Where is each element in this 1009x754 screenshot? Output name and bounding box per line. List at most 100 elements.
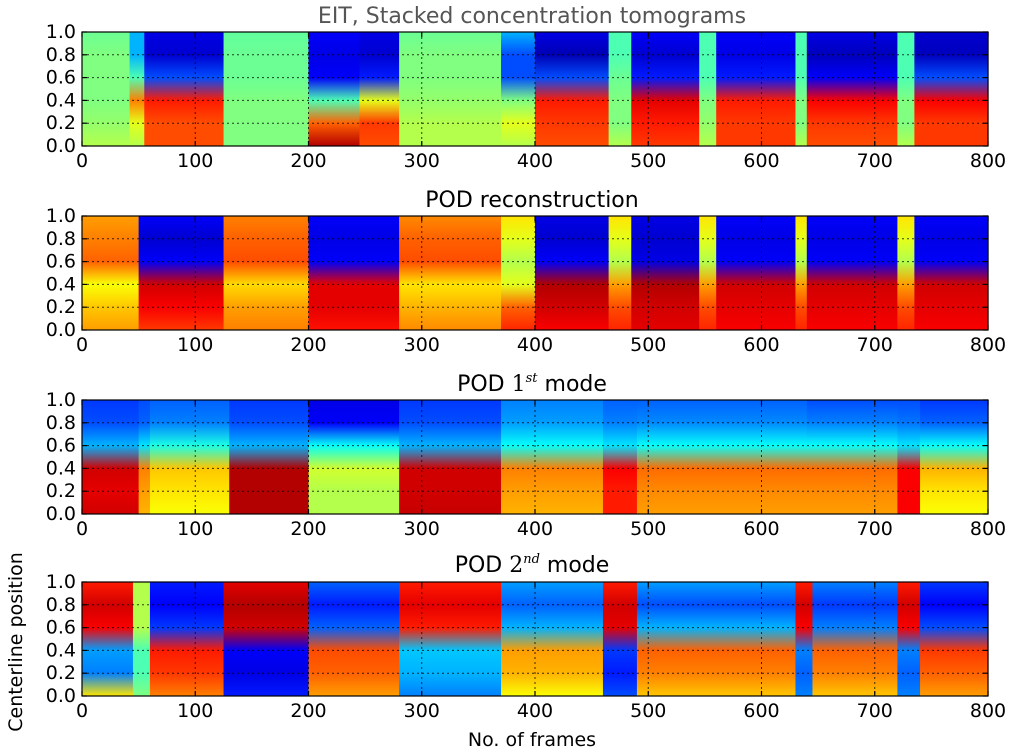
heatmap-column: [914, 216, 989, 330]
heatmap-column: [501, 400, 604, 514]
y-tick-label: 0.2: [46, 480, 76, 502]
axis-ticks: 0 100 200 300 400 500 600 700 800 0.00.20.40.60.8…: [46, 571, 1006, 722]
heatmap-column: [82, 400, 140, 514]
panel-title: POD 2nd mode: [455, 552, 610, 578]
heatmap-column: [82, 32, 131, 146]
heatmap-column: [897, 32, 915, 146]
heatmap-column: [223, 32, 310, 146]
title-math-base: 2: [509, 553, 523, 578]
heatmap-column: [308, 32, 361, 146]
y-tick-label: 0.4: [46, 89, 76, 111]
heatmap-column: [914, 32, 989, 146]
heatmap-column: [636, 400, 808, 514]
heatmap-column: [144, 32, 225, 146]
x-tick-label: 400: [517, 150, 553, 172]
heatmap-image: [82, 400, 989, 514]
axis-ticks: 0 100 200 300 400 500 600 700 800 0.00.20.40.60.8…: [46, 205, 1006, 356]
heatmap-column: [399, 32, 502, 146]
y-tick-label: 0.8: [46, 594, 76, 616]
x-tick-label: 700: [857, 150, 893, 172]
heatmap-column: [897, 400, 921, 514]
heatmap-column: [608, 216, 632, 330]
heatmap-column: [501, 32, 536, 146]
panel-title: POD 1st mode: [457, 371, 607, 397]
title-math-sup: nd: [523, 552, 540, 567]
heatmap-column: [501, 216, 536, 330]
x-tick-label: 600: [743, 150, 779, 172]
y-tick-label: 0.8: [46, 228, 76, 250]
x-tick-label: 0: [76, 700, 88, 722]
x-tick-label: 600: [743, 518, 779, 540]
y-tick-label: 0.6: [46, 435, 76, 457]
heatmap-column: [795, 582, 814, 696]
y-tick-label: 0.0: [46, 319, 76, 341]
x-tick-label: 400: [517, 334, 553, 356]
heatmap-column: [897, 582, 921, 696]
heatmap-column: [308, 400, 400, 514]
x-tick-label: 700: [857, 334, 893, 356]
x-tick-label: 200: [290, 700, 326, 722]
heatmap-column: [359, 32, 400, 146]
heatmap-column: [82, 582, 134, 696]
title-math-base: 1: [512, 372, 526, 397]
x-tick-label: 200: [290, 150, 326, 172]
heatmap-column: [699, 216, 717, 330]
heatmap-column: [308, 582, 400, 696]
x-tick-label: 500: [630, 150, 666, 172]
y-tick-label: 0.4: [46, 273, 76, 295]
y-tick-label: 1.0: [46, 21, 76, 43]
heatmap-column: [812, 582, 898, 696]
x-tick-label: 500: [630, 334, 666, 356]
heatmap-column: [399, 582, 502, 696]
x-tick-label: 500: [630, 700, 666, 722]
heatmap-column: [795, 32, 808, 146]
y-tick-label: 0.0: [46, 503, 76, 525]
y-tick-label: 0.6: [46, 67, 76, 89]
heatmap-image: [82, 216, 989, 330]
x-tick-label: 0: [76, 518, 88, 540]
x-tick-label: 800: [970, 334, 1006, 356]
heatmap-column: [82, 216, 140, 330]
y-tick-label: 1.0: [46, 571, 76, 593]
heatmap-column: [795, 216, 808, 330]
x-tick-label: 700: [857, 518, 893, 540]
heatmap-column: [716, 216, 797, 330]
heatmap-column: [223, 582, 310, 696]
heatmap-column: [602, 400, 638, 514]
heatmap-column: [699, 32, 717, 146]
x-tick-label: 200: [290, 334, 326, 356]
y-tick-label: 0.2: [46, 662, 76, 684]
panel-pod-second-mode: POD 2nd mode 0 100 200 300 400 500 600 700 800 0.…: [46, 552, 1006, 722]
x-tick-label: 300: [404, 700, 440, 722]
x-tick-label: 700: [857, 700, 893, 722]
heatmap-image: [82, 32, 989, 146]
x-tick-label: 100: [177, 150, 213, 172]
x-tick-label: 600: [743, 334, 779, 356]
heatmap-column: [716, 32, 797, 146]
axis-ticks: 0 100 200 300 400 500 600 700 800 0.00.20.40.60.8…: [46, 21, 1006, 172]
title-prefix: POD: [455, 553, 510, 578]
heatmap-column: [920, 400, 989, 514]
heatmap-column: [501, 582, 604, 696]
x-tick-label: 500: [630, 518, 666, 540]
panel-pod-reconstruction: POD reconstruction 0 100 200 300 400 500 600 70…: [46, 188, 1006, 356]
heatmap-column: [602, 582, 638, 696]
x-tick-label: 400: [517, 700, 553, 722]
panel-title: EIT, Stacked concentration tomograms: [318, 4, 746, 29]
heatmap-column: [223, 216, 310, 330]
y-tick-label: 1.0: [46, 389, 76, 411]
heatmap-column: [149, 400, 230, 514]
x-tick-label: 300: [404, 334, 440, 356]
y-tick-label: 0.0: [46, 685, 76, 707]
heatmap-column: [631, 32, 700, 146]
heatmap-column: [535, 216, 610, 330]
y-axis-label: Centerline position: [5, 552, 27, 732]
x-tick-label: 200: [290, 518, 326, 540]
heatmap-column: [399, 400, 502, 514]
x-tick-label: 300: [404, 518, 440, 540]
y-tick-label: 0.2: [46, 296, 76, 318]
heatmap-column: [399, 216, 502, 330]
heatmap-column: [132, 582, 151, 696]
heatmap-column: [920, 582, 989, 696]
